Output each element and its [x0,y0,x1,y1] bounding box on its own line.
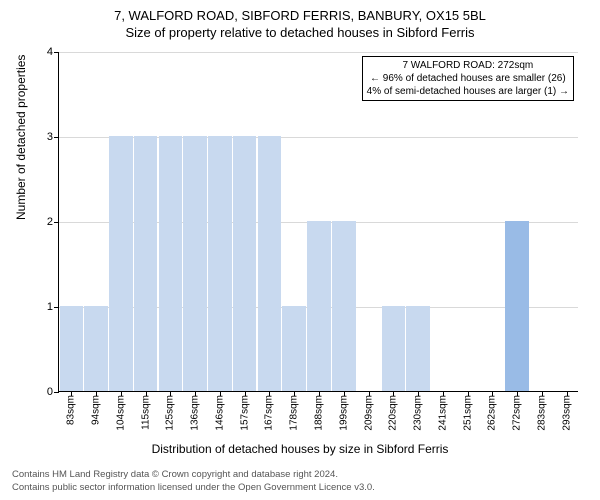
ytick-mark [54,52,59,53]
xtick-label: 283sqm [536,395,547,431]
bar [332,221,356,391]
footer-attribution: Contains HM Land Registry data © Crown c… [12,469,375,494]
ytick-label: 3 [47,131,53,143]
xtick-label: 125sqm [165,395,176,431]
xtick-label: 188sqm [314,395,325,431]
xtick-label: 262sqm [487,395,498,431]
bar [233,136,257,391]
xtick-label: 104sqm [115,395,126,431]
gridline [59,52,578,53]
xtick-label: 146sqm [214,395,225,431]
xtick-label: 251sqm [462,395,473,431]
xtick-label: 178sqm [289,395,300,431]
xtick-label: 157sqm [239,395,250,431]
xtick-label: 230sqm [413,395,424,431]
xtick-label: 136sqm [190,395,201,431]
xtick-label: 293sqm [561,395,572,431]
bar [183,136,207,391]
xtick-label: 115sqm [140,395,151,430]
ytick-label: 1 [47,301,53,313]
xtick-label: 272sqm [512,395,523,431]
ytick-mark [54,137,59,138]
bar [134,136,158,391]
annotation-box: 7 WALFORD ROAD: 272sqm ← 96% of detached… [362,56,574,101]
chart-area: 0123483sqm94sqm104sqm115sqm125sqm136sqm1… [58,52,578,392]
annotation-line2: ← 96% of detached houses are smaller (26… [367,72,569,85]
bar [109,136,133,391]
bar [382,306,406,391]
xtick-label: 199sqm [338,395,349,431]
plot-region: 0123483sqm94sqm104sqm115sqm125sqm136sqm1… [58,52,578,392]
xtick-label: 241sqm [437,395,448,431]
footer-line2: Contains public sector information licen… [12,482,375,494]
bar [159,136,183,391]
bar [84,306,108,391]
ytick-label: 4 [47,46,53,58]
bar [258,136,282,391]
bar [406,306,430,391]
footer-line1: Contains HM Land Registry data © Crown c… [12,469,375,481]
page-title-line1: 7, WALFORD ROAD, SIBFORD FERRIS, BANBURY… [0,8,600,23]
ytick-mark [54,307,59,308]
bar [307,221,331,391]
xtick-label: 167sqm [264,395,275,431]
x-axis-label: Distribution of detached houses by size … [0,442,600,456]
bar [282,306,306,391]
xtick-label: 209sqm [363,395,374,431]
y-axis-label: Number of detached properties [14,55,28,220]
annotation-line3: 4% of semi-detached houses are larger (1… [367,85,569,98]
ytick-label: 2 [47,216,53,228]
page-title-line2: Size of property relative to detached ho… [0,25,600,40]
xtick-label: 83sqm [66,395,77,425]
xtick-label: 94sqm [91,395,102,425]
annotation-line1: 7 WALFORD ROAD: 272sqm [367,59,569,72]
bar [208,136,232,391]
xtick-label: 220sqm [388,395,399,431]
ytick-label: 0 [47,386,53,398]
ytick-mark [54,222,59,223]
bar [60,306,84,391]
ytick-mark [54,392,59,393]
bar-highlight [505,221,529,391]
